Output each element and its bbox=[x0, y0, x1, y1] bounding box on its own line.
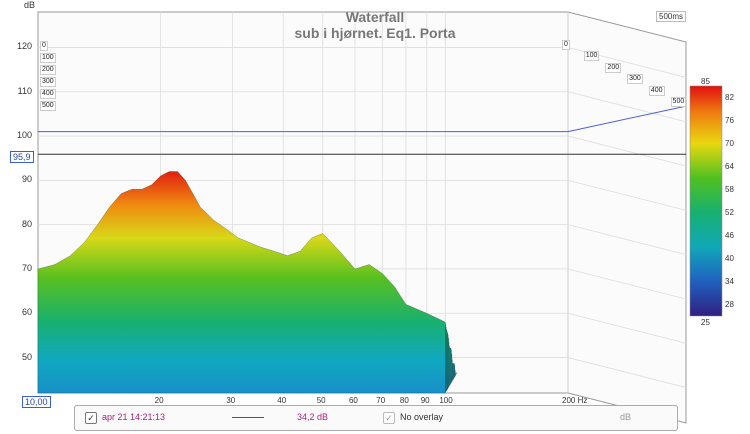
chart-subtitle: sub i hjørnet. Eq1. Porta bbox=[294, 25, 456, 41]
colorbar-tick-label: 82 bbox=[725, 92, 734, 102]
time-slice-label: 0 bbox=[40, 41, 48, 51]
trace-checkbox[interactable]: ✓ bbox=[85, 412, 97, 424]
colorbar-tick-label: 76 bbox=[725, 115, 734, 125]
overlay-label: No overlay bbox=[400, 412, 444, 422]
x-min-label: 10,00 bbox=[22, 396, 51, 408]
colorbar-tick-label: 28 bbox=[725, 299, 734, 309]
time-slice-label: 200 bbox=[605, 62, 622, 73]
time-slice-label: 200 bbox=[40, 65, 56, 75]
colorbar-tick-label: 64 bbox=[725, 161, 734, 171]
overlay-checkbox[interactable]: ✓ bbox=[383, 412, 395, 424]
colorbar-tick-label: 70 bbox=[725, 138, 734, 148]
time-slice-label: 300 bbox=[627, 74, 643, 85]
colorbar-tick-label: 40 bbox=[725, 253, 734, 263]
x-tick-label: 40 bbox=[277, 396, 287, 405]
trace-color-swatch bbox=[232, 417, 264, 418]
colorbar-tick-label: 58 bbox=[725, 184, 734, 194]
y-depth-grid-line bbox=[567, 357, 687, 388]
colorbar-max-label: 85 bbox=[701, 77, 710, 86]
y-depth-grid-line bbox=[567, 312, 687, 344]
trace-label: apr 21 14:21:13 bbox=[102, 412, 166, 422]
level-reference-line bbox=[38, 105, 687, 133]
x-tick-label: 200 Hz bbox=[562, 396, 588, 405]
x-tick-label: 50 bbox=[316, 396, 326, 405]
x-tick-label: 100 bbox=[439, 396, 453, 405]
time-slice-label: 500 bbox=[670, 97, 687, 107]
y-depth-grid-line bbox=[567, 135, 687, 167]
y-depth-grid-line bbox=[567, 224, 687, 256]
time-axis-label: 500ms bbox=[656, 11, 687, 22]
x-tick-label: 30 bbox=[226, 396, 236, 405]
y-tick-label: 120 bbox=[16, 41, 32, 52]
trace-value: 34,2 dB bbox=[297, 412, 329, 422]
x-tick-label: 70 bbox=[376, 396, 386, 405]
y-depth-grid-line bbox=[567, 179, 687, 211]
y-tick-label: 70 bbox=[21, 262, 32, 273]
y-tick-label: 110 bbox=[17, 85, 32, 96]
y-axis-unit: dB bbox=[24, 0, 36, 10]
colorbar-min-label: 25 bbox=[701, 318, 710, 327]
legend-bar: ✓ apr 21 14:21:13 34,2 dB ✓ No overlay d… bbox=[74, 405, 678, 431]
waterfall-surface bbox=[37, 171, 458, 394]
time-slice-label: 500 bbox=[40, 101, 56, 111]
y-tick-label: 80 bbox=[21, 218, 32, 229]
y-tick-label: 90 bbox=[21, 174, 32, 185]
check-icon: ✓ bbox=[385, 413, 393, 423]
y-marker-label: 95,9 bbox=[10, 151, 34, 163]
time-slice-label: 400 bbox=[40, 89, 56, 99]
time-slice-label: 300 bbox=[40, 77, 56, 87]
waterfall-slice bbox=[37, 171, 446, 394]
x-tick-label: 90 bbox=[420, 396, 430, 405]
check-icon: ✓ bbox=[87, 413, 95, 423]
time-slice-label: 0 bbox=[562, 40, 570, 50]
colorbar-tick-label: 52 bbox=[725, 207, 734, 217]
y-tick-label: 100 bbox=[16, 130, 32, 141]
x-tick-label: 60 bbox=[348, 396, 358, 405]
time-slice-label: 100 bbox=[40, 53, 56, 63]
colorbar-tick-label: 46 bbox=[725, 230, 734, 240]
unit-label: dB bbox=[620, 412, 632, 422]
y-depth-grid-line bbox=[567, 91, 687, 123]
chart-title: Waterfall bbox=[345, 9, 405, 25]
time-slice-label: 100 bbox=[583, 51, 600, 62]
time-slice-label: 400 bbox=[648, 85, 665, 96]
y-depth-grid-line bbox=[567, 268, 687, 300]
x-tick-label: 80 bbox=[399, 396, 409, 405]
x-tick-label: 20 bbox=[154, 396, 164, 405]
colorbar bbox=[689, 85, 723, 317]
y-tick-label: 60 bbox=[21, 307, 32, 318]
y-tick-label: 50 bbox=[21, 351, 32, 362]
colorbar-tick-label: 34 bbox=[725, 276, 734, 286]
